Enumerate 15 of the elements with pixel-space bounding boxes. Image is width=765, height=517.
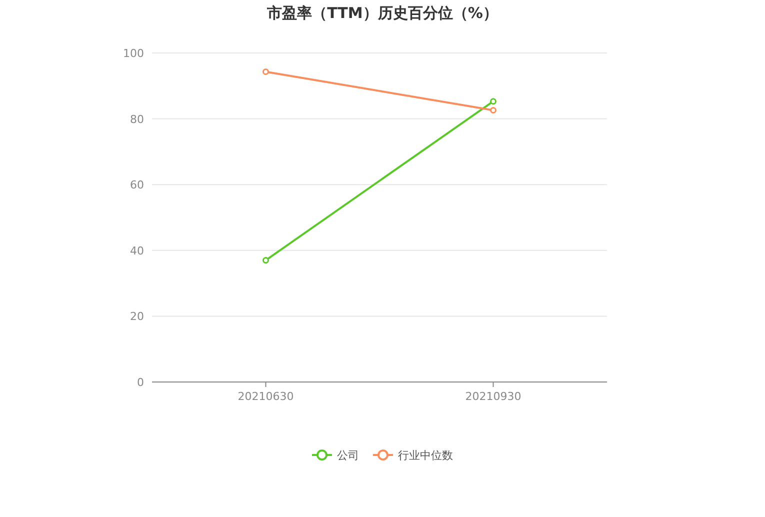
y-tick-label: 40	[130, 244, 144, 258]
x-tick-label: 20210630	[238, 390, 294, 403]
y-tick-label: 0	[137, 376, 144, 389]
point	[490, 98, 496, 105]
point	[490, 106, 496, 114]
y-tick-label: 100	[123, 47, 144, 60]
y-tick-label: 80	[130, 112, 144, 126]
legend-label: 行业中位数	[398, 449, 453, 462]
point	[262, 68, 269, 76]
chart-title: 市盈率（TTM）历史百分位（%）	[266, 4, 498, 22]
y-tick-label: 20	[130, 310, 144, 324]
y-tick-label: 60	[130, 178, 144, 192]
legend-label: 公司	[337, 449, 359, 462]
point	[262, 257, 269, 264]
x-tick-label: 20210930	[465, 390, 522, 403]
